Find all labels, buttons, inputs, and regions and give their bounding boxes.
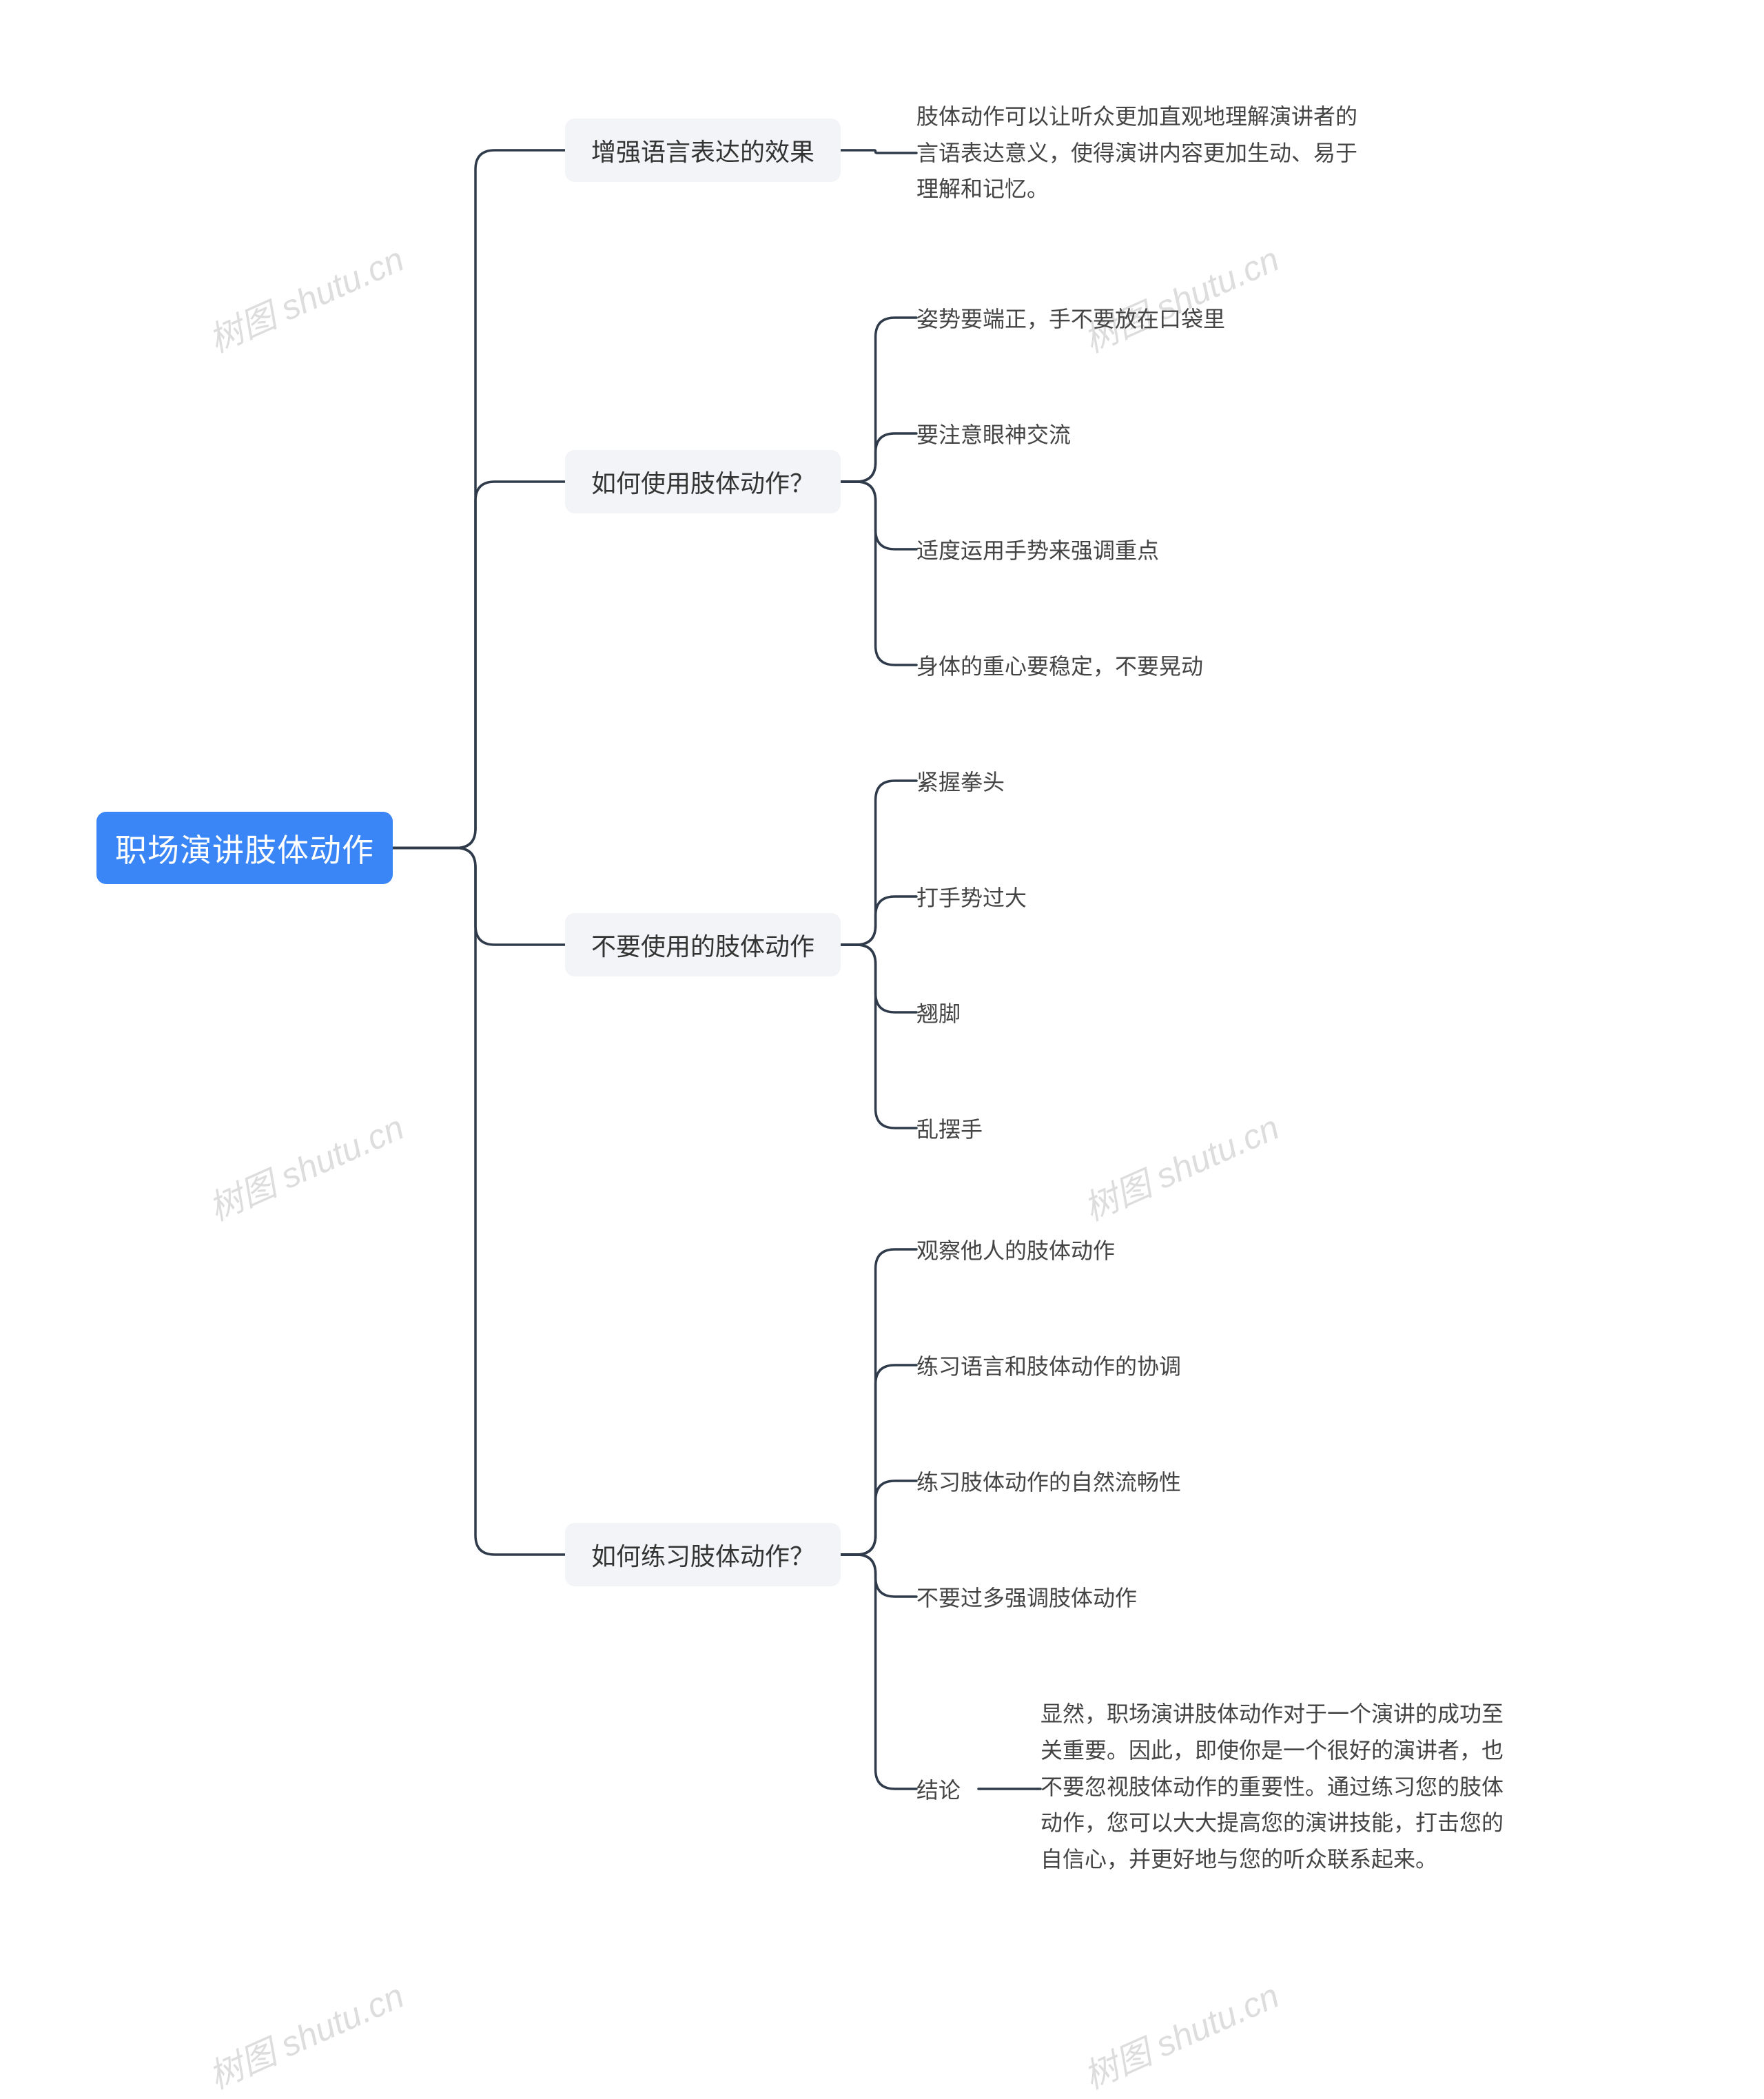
leaf-b4-4: 结论: [916, 1772, 978, 1806]
leaf-b4-2: 练习肢体动作的自然流畅性: [916, 1464, 1247, 1498]
leaf-b2-0-label: 姿势要端正，手不要放在口袋里: [916, 302, 1225, 334]
branch-b4: 如何练习肢体动作？: [565, 1523, 841, 1586]
leaf-b3-1: 打手势过大: [916, 879, 1137, 914]
leaf-b2-0: 姿势要端正，手不要放在口袋里: [916, 300, 1302, 335]
leaf-b1-0: 肢体动作可以让听众更加直观地理解演讲者的言语表达意义，使得演讲内容更加生动、易于…: [916, 98, 1378, 208]
leaf-b4-0-label: 观察他人的肢体动作: [916, 1233, 1115, 1265]
leaf-b1-0-label: 肢体动作可以让听众更加直观地理解演讲者的言语表达意义，使得演讲内容更加生动、易于…: [916, 99, 1378, 207]
leaf-b2-2: 适度运用手势来强调重点: [916, 532, 1302, 566]
watermark: 树图 shutu.cn: [1075, 1969, 1286, 2099]
watermark: 树图 shutu.cn: [200, 1969, 411, 2099]
leaf-b4-4-label: 结论: [916, 1773, 961, 1805]
branch-b1: 增强语言表达的效果: [565, 119, 841, 182]
leaf-b4-1: 练习语言和肢体动作的协调: [916, 1348, 1247, 1382]
leaf-b3-2-label: 翘脚: [916, 996, 961, 1028]
watermark: 树图 shutu.cn: [1075, 232, 1286, 362]
leaf-b3-3: 乱摆手: [916, 1111, 1137, 1145]
leaf-b3-0: 紧握拳头: [916, 764, 1137, 798]
leaf-b3-3-label: 乱摆手: [916, 1112, 983, 1144]
leaf-b2-1: 要注意眼神交流: [916, 416, 1302, 451]
watermark: 树图 shutu.cn: [200, 232, 411, 362]
leaf-b2-3-label: 身体的重心要稳定，不要晃动: [916, 649, 1203, 681]
leaf-b4-3: 不要过多强调肢体动作: [916, 1579, 1247, 1614]
leaf-b2-2-label: 适度运用手势来强调重点: [916, 533, 1159, 565]
leaf-b4-4-sub: 显然，职场演讲肢体动作对于一个演讲的成功至关重要。因此，即使你是一个很好的演讲者…: [1040, 1680, 1509, 1894]
leaf-b3-0-label: 紧握拳头: [916, 765, 1005, 797]
branch-b1-label: 增强语言表达的效果: [591, 132, 814, 168]
branch-b2: 如何使用肢体动作？: [565, 450, 841, 513]
leaf-b3-1-label: 打手势过大: [916, 881, 1027, 912]
branch-b2-label: 如何使用肢体动作？: [591, 464, 814, 500]
leaf-b4-4-sub-label: 显然，职场演讲肢体动作对于一个演讲的成功至关重要。因此，即使你是一个很好的演讲者…: [1040, 1696, 1509, 1878]
leaf-b4-0: 观察他人的肢体动作: [916, 1232, 1247, 1267]
leaf-b2-3: 身体的重心要稳定，不要晃动: [916, 648, 1302, 682]
branch-b3: 不要使用的肢体动作: [565, 913, 841, 976]
root-node: 职场演讲肢体动作: [96, 812, 393, 884]
watermark: 树图 shutu.cn: [200, 1100, 411, 1231]
root-node-label: 职场演讲肢体动作: [115, 826, 374, 871]
leaf-b4-1-label: 练习语言和肢体动作的协调: [916, 1349, 1181, 1381]
leaf-b4-2-label: 练习肢体动作的自然流畅性: [916, 1465, 1181, 1497]
branch-b3-label: 不要使用的肢体动作: [591, 927, 814, 963]
branch-b4-label: 如何练习肢体动作？: [591, 1537, 814, 1573]
mindmap-canvas: 树图 shutu.cn树图 shutu.cn树图 shutu.cn树图 shut…: [0, 0, 1764, 2056]
leaf-b4-3-label: 不要过多强调肢体动作: [916, 1581, 1137, 1612]
leaf-b3-2: 翘脚: [916, 995, 1137, 1030]
leaf-b2-1-label: 要注意眼神交流: [916, 418, 1071, 449]
